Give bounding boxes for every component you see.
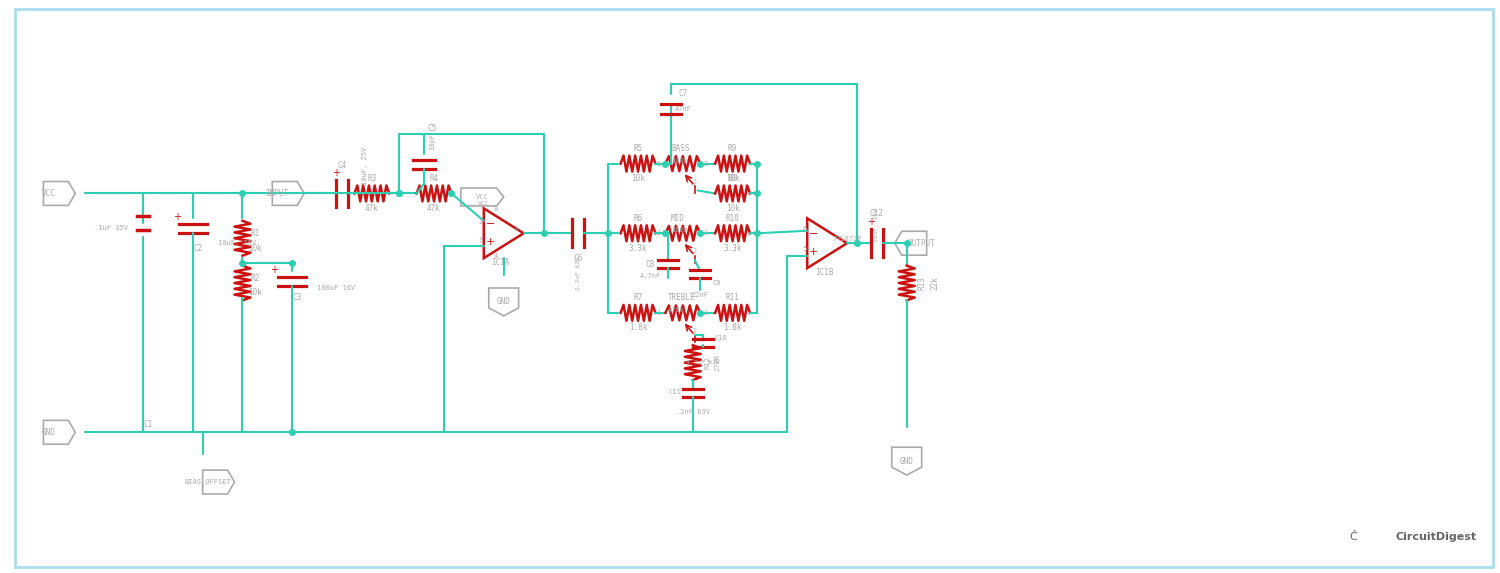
Text: 4: 4 (494, 253, 498, 259)
Text: R2: R2 (251, 273, 260, 282)
Text: C7: C7 (678, 89, 687, 99)
Text: R9: R9 (728, 144, 736, 153)
Text: +: + (486, 237, 495, 247)
Text: 47nF: 47nF (675, 106, 692, 112)
Text: 10k: 10k (249, 244, 262, 253)
Text: .2nF 63V: .2nF 63V (676, 409, 710, 415)
Text: IC1A: IC1A (492, 258, 510, 267)
Text: 2.2uF 63V: 2.2uF 63V (576, 256, 580, 290)
Text: 8: 8 (494, 206, 498, 213)
Text: 1.8k: 1.8k (628, 323, 648, 332)
Text: 10k: 10k (726, 174, 740, 183)
Text: 470k: 470k (668, 307, 686, 313)
Text: 100k: 100k (670, 227, 688, 233)
Text: 100uF 16V: 100uF 16V (316, 285, 356, 291)
Text: R13: R13 (916, 276, 926, 290)
Text: C1: C1 (144, 420, 153, 429)
Text: R1: R1 (251, 229, 260, 238)
Text: OUTPUT: OUTPUT (908, 239, 936, 248)
Text: +: + (808, 247, 819, 257)
Text: 1: 1 (656, 310, 660, 316)
Text: TREBLE: TREBLE (668, 293, 696, 303)
Text: R4: R4 (429, 174, 438, 183)
Text: R5: R5 (633, 144, 642, 153)
Text: R8: R8 (728, 174, 736, 183)
Text: GND: GND (496, 297, 510, 307)
Text: CircuitDigest: CircuitDigest (1395, 532, 1476, 541)
Text: C8: C8 (645, 260, 654, 269)
Text: MID: MID (670, 214, 686, 223)
Text: TL072P: TL072P (837, 236, 862, 242)
Text: R10: R10 (726, 214, 740, 223)
Text: 1: 1 (513, 226, 517, 232)
Text: 22nF: 22nF (692, 292, 708, 298)
Text: 10k: 10k (632, 174, 645, 183)
Text: 10uF, 35V: 10uF, 35V (217, 240, 256, 246)
Text: 1.8k: 1.8k (723, 323, 742, 332)
Text: 10uF, 25V: 10uF, 25V (362, 147, 368, 185)
Text: C6: C6 (573, 254, 584, 262)
Text: C2: C2 (194, 244, 202, 253)
Text: 2: 2 (693, 328, 698, 334)
Text: VCC: VCC (478, 201, 489, 206)
Text: GND: GND (42, 428, 56, 437)
Text: 100k: 100k (670, 158, 688, 164)
Text: Ĉ: Ĉ (1350, 532, 1358, 541)
Text: 3: 3 (704, 310, 708, 316)
Text: 2: 2 (478, 219, 483, 225)
Text: R3: R3 (368, 174, 376, 183)
Text: R11: R11 (726, 293, 740, 303)
Text: R6: R6 (633, 214, 642, 223)
Text: 2: 2 (693, 179, 698, 185)
Text: 4.7nF 63V: 4.7nF 63V (686, 360, 720, 365)
Text: BASS: BASS (670, 144, 690, 153)
Text: 2: 2 (693, 248, 698, 254)
Text: 3: 3 (704, 160, 708, 167)
Text: C5: C5 (427, 124, 436, 134)
Text: 10k: 10k (726, 204, 740, 213)
Text: 47k: 47k (427, 204, 441, 213)
Text: −: − (486, 219, 495, 229)
Text: 6: 6 (802, 226, 807, 232)
Text: BIAS_OFFSET: BIAS_OFFSET (184, 478, 231, 485)
Text: VCC: VCC (42, 189, 56, 198)
Text: 10uF, 25V: 10uF, 25V (874, 209, 879, 242)
Text: .1uF 35V: .1uF 35V (94, 225, 128, 231)
Text: 3.3k: 3.3k (628, 244, 648, 253)
Text: 7: 7 (833, 236, 837, 242)
Text: 1: 1 (656, 230, 660, 236)
Text: 22k: 22k (930, 276, 939, 290)
Text: +: + (332, 167, 340, 178)
Text: C11: C11 (669, 390, 681, 395)
Text: C3: C3 (292, 293, 302, 303)
Text: C9: C9 (712, 280, 722, 286)
Text: 4.7nF: 4.7nF (639, 273, 660, 279)
Text: VCC: VCC (476, 194, 489, 200)
Text: 5: 5 (802, 246, 807, 252)
Text: 33pF: 33pF (429, 133, 435, 150)
Text: INPUT: INPUT (266, 189, 290, 198)
Text: 3: 3 (478, 237, 483, 243)
Text: 47k: 47k (364, 204, 380, 213)
Text: 3.3k: 3.3k (723, 244, 742, 253)
Text: 270R: 270R (714, 354, 720, 371)
Text: 3: 3 (704, 230, 708, 236)
Text: C10: C10 (714, 335, 728, 341)
Text: −: − (808, 229, 819, 240)
Text: C4: C4 (338, 161, 346, 170)
Text: +: + (172, 213, 182, 222)
Text: GND: GND (900, 457, 914, 466)
Text: +: + (270, 265, 279, 275)
Text: 10k: 10k (249, 288, 262, 297)
Text: R12: R12 (705, 356, 711, 369)
Text: R7: R7 (633, 293, 642, 303)
Text: IC1B: IC1B (815, 268, 834, 277)
Text: 1: 1 (656, 160, 660, 167)
Text: C12: C12 (870, 209, 883, 218)
Text: +: + (867, 217, 874, 227)
